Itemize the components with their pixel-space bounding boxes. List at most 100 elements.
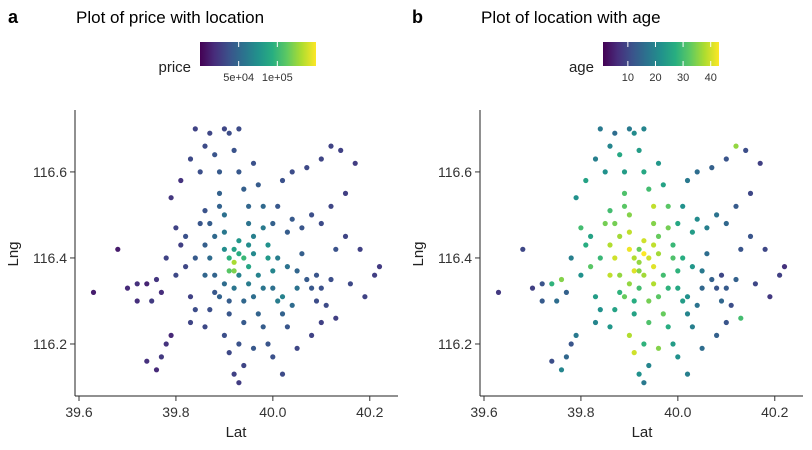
data-point: [641, 238, 647, 244]
data-point: [626, 126, 633, 132]
data-point: [636, 246, 642, 252]
data-point: [592, 319, 599, 326]
data-point: [313, 272, 320, 278]
data-point: [231, 246, 237, 252]
data-point: [646, 186, 652, 192]
data-point: [294, 345, 300, 351]
data-point: [202, 143, 208, 149]
data-point: [299, 225, 305, 231]
colorbar-a: [200, 42, 316, 66]
data-point: [231, 285, 237, 291]
data-point: [626, 212, 633, 218]
colorbar-tick-label: 10: [622, 72, 634, 84]
data-point: [646, 255, 652, 261]
data-point: [665, 225, 671, 231]
data-point: [651, 203, 657, 209]
colorbar-legend-b: age 10 20 30 40: [569, 42, 719, 84]
data-point: [279, 371, 286, 377]
chart-title-b: Plot of location with age: [481, 8, 661, 27]
data-point: [641, 251, 647, 257]
data-point: [279, 177, 286, 184]
data-point: [323, 302, 329, 308]
data-point: [684, 177, 691, 184]
data-point: [612, 307, 618, 313]
data-point: [153, 276, 160, 283]
data-point: [675, 268, 681, 274]
data-point: [583, 177, 589, 184]
data-point: [192, 255, 198, 261]
data-point: [699, 268, 705, 274]
data-point: [149, 298, 155, 304]
data-point: [212, 233, 218, 239]
data-point: [187, 156, 194, 162]
data-point: [328, 143, 334, 149]
axis-ticks-b: 39.6 39.8 40.0 40.2 116.2 116.4 116.6: [438, 164, 789, 420]
data-point: [294, 268, 300, 274]
data-point: [621, 203, 628, 209]
data-point: [197, 169, 203, 175]
data-point: [246, 220, 252, 227]
data-point: [226, 298, 232, 304]
data-point: [347, 281, 353, 287]
data-point: [362, 294, 368, 300]
data-point: [158, 289, 164, 295]
data-point: [694, 216, 700, 222]
data-point: [246, 281, 252, 287]
data-point: [255, 182, 261, 188]
data-point: [767, 294, 773, 300]
data-point: [631, 255, 637, 261]
data-point: [621, 294, 628, 300]
data-point: [178, 242, 184, 248]
data-point: [602, 220, 608, 227]
data-point: [738, 246, 744, 252]
data-point: [231, 259, 237, 265]
data-point: [115, 246, 121, 252]
data-point: [216, 203, 223, 209]
scatter-points-b: [495, 126, 788, 386]
data-point: [90, 289, 97, 295]
data-point: [689, 264, 696, 270]
colorbar-tick-label: 30: [677, 72, 689, 84]
data-point: [168, 332, 174, 338]
data-point: [631, 130, 637, 136]
data-point: [752, 281, 759, 287]
data-point: [250, 160, 257, 166]
y-tick-label: 116.2: [33, 336, 67, 352]
data-point: [376, 264, 383, 270]
data-point: [192, 126, 198, 132]
data-point: [631, 298, 637, 304]
data-point: [704, 225, 710, 231]
data-point: [231, 147, 237, 153]
data-point: [173, 272, 179, 278]
data-point: [284, 324, 290, 330]
data-point: [236, 238, 242, 244]
data-point: [241, 362, 247, 369]
data-point: [660, 272, 666, 278]
data-point: [318, 156, 324, 162]
data-point: [202, 242, 208, 248]
data-point: [781, 264, 788, 270]
data-point: [617, 289, 623, 295]
data-point: [212, 272, 218, 278]
data-point: [655, 233, 662, 239]
data-point: [617, 233, 623, 239]
data-point: [558, 367, 565, 373]
data-point: [597, 255, 603, 261]
data-point: [255, 272, 261, 278]
data-point: [221, 212, 227, 218]
x-tick-label: 39.8: [567, 404, 594, 420]
data-point: [655, 251, 662, 257]
data-point: [631, 350, 637, 356]
data-point: [207, 307, 213, 313]
panel-a: a Plot of price with location price 5e+0…: [5, 7, 398, 441]
data-point: [563, 289, 570, 295]
data-point: [207, 130, 213, 136]
data-point: [309, 212, 315, 218]
data-point: [216, 190, 223, 196]
data-point: [747, 190, 754, 196]
data-point: [670, 255, 676, 261]
x-tick-label: 40.0: [664, 404, 691, 420]
data-point: [236, 272, 242, 278]
colorbar-tick-label: 5e+04: [223, 72, 254, 84]
x-axis-title-a: Lat: [226, 424, 248, 441]
